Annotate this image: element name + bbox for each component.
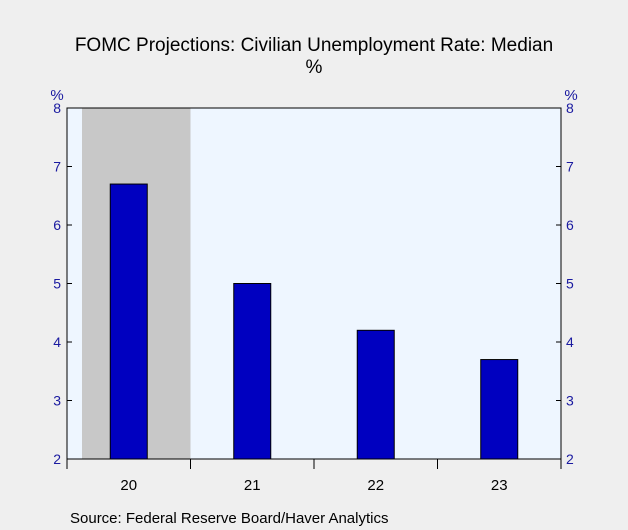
bar-20 [109, 183, 148, 460]
y-axis-unit-left: % [50, 87, 63, 104]
bar-23 [480, 359, 519, 460]
x-tick-label-23: 23 [491, 477, 508, 494]
bar-22 [356, 329, 395, 460]
y-tick-label-right: 7 [566, 159, 574, 175]
bar-21 [233, 283, 272, 460]
y-tick-label-left: 8 [53, 100, 61, 116]
source-note: Source: Federal Reserve Board/Haver Anal… [70, 510, 388, 527]
y-tick-label-left: 3 [53, 393, 61, 409]
y-tick-label-left: 7 [53, 159, 61, 175]
y-tick-label-right: 2 [566, 451, 574, 467]
chart-subtitle: % [306, 57, 323, 78]
x-tick-label-21: 21 [244, 477, 261, 494]
x-tick-label-22: 22 [367, 477, 384, 494]
chart-title: FOMC Projections: Civilian Unemployment … [75, 35, 553, 56]
y-tick-label-right: 5 [566, 276, 574, 292]
y-tick-label-right: 3 [566, 393, 574, 409]
y-tick-label-right: 4 [566, 334, 574, 350]
y-axis-unit-right: % [564, 87, 577, 104]
y-tick-label-left: 4 [53, 334, 61, 350]
y-tick-label-left: 2 [53, 451, 61, 467]
x-tick-label-20: 20 [120, 477, 137, 494]
y-tick-label-right: 8 [566, 100, 574, 116]
y-tick-label-right: 6 [566, 217, 574, 233]
y-tick-label-left: 5 [53, 276, 61, 292]
y-tick-label-left: 6 [53, 217, 61, 233]
